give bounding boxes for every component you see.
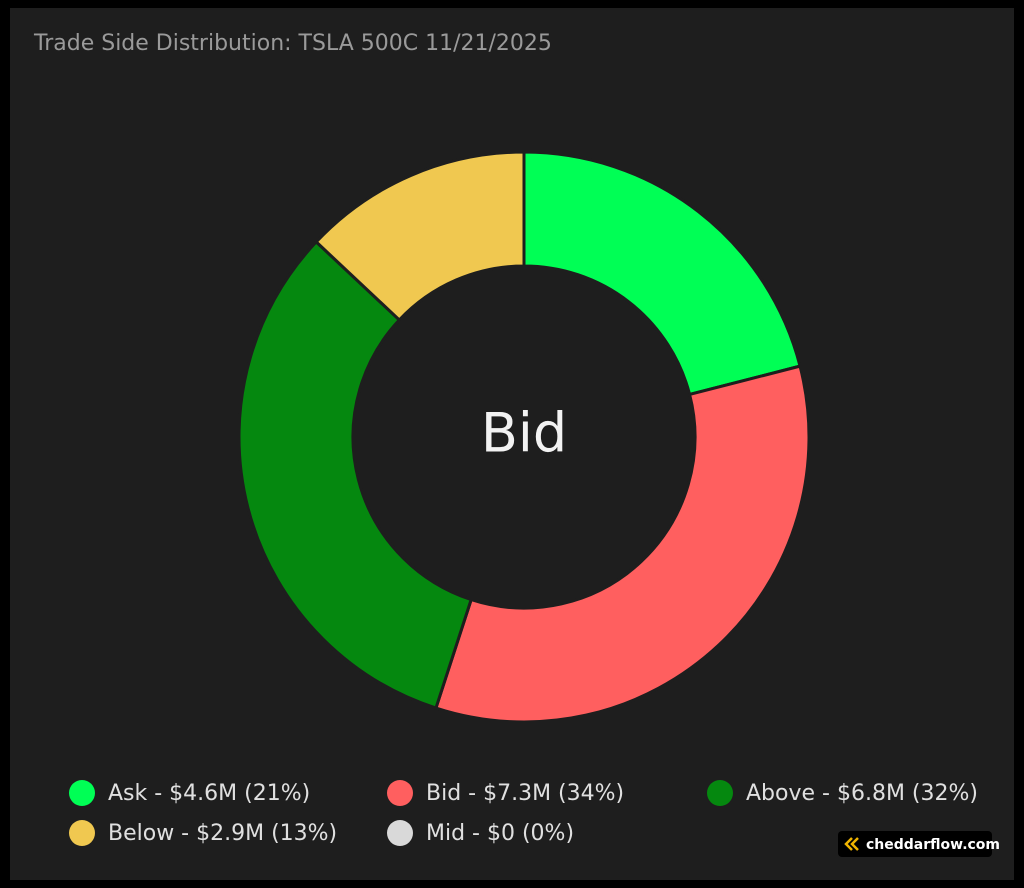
legend-label: Bid - $7.3M (34%) [426, 781, 624, 806]
center-label: Bid [481, 402, 567, 465]
watermark-text: cheddarflow.com [866, 837, 1000, 853]
legend-label: Ask - $4.6M (21%) [108, 781, 310, 806]
donut-slice [434, 364, 811, 724]
donut-slice [314, 150, 526, 322]
donut-slice [522, 150, 802, 396]
legend-swatch [69, 780, 95, 806]
legend-swatch [387, 780, 413, 806]
legend-swatch [387, 820, 413, 846]
legend-label: Above - $6.8M (32%) [746, 781, 978, 806]
legend-label: Mid - $0 (0%) [426, 821, 574, 846]
donut-slice [237, 240, 473, 710]
legend-swatch [69, 820, 95, 846]
watermark-icon [844, 837, 859, 851]
watermark: cheddarflow.com [838, 831, 1000, 857]
chart-title: Trade Side Distribution: TSLA 500C 11/21… [33, 31, 552, 56]
legend-label: Below - $2.9M (13%) [108, 821, 337, 846]
legend-swatch [707, 780, 733, 806]
watermark-box [838, 831, 992, 857]
